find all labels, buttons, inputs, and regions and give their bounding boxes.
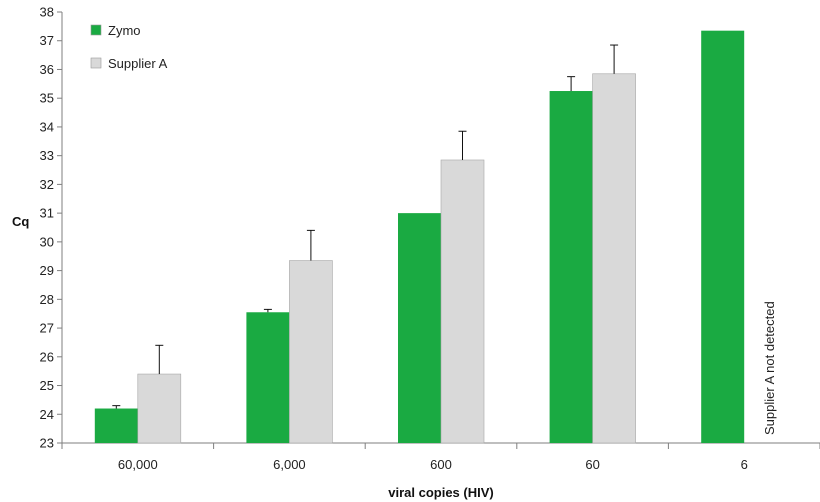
bar-supplier-a [289,260,333,444]
bar-zymo [549,91,593,444]
not-detected-annotation: Supplier A not detected [762,301,777,435]
y-tick-label: 38 [40,5,54,20]
x-tick-label: 60 [585,457,599,472]
y-tick-label: 26 [40,349,54,364]
bar-supplier-a [440,159,485,444]
y-tick-label: 33 [40,148,54,163]
y-tick-label: 29 [40,263,54,278]
legend-label-supplier-a: Supplier A [108,56,168,71]
error-bars [112,44,619,409]
y-axis: 23 24 25 26 27 28 29 30 31 32 33 34 35 36 37 38 [40,5,63,451]
x-tick-label: 60,000 [118,457,158,472]
bar-supplier-a [592,73,636,444]
legend-swatch-zymo [90,24,102,36]
x-tick-label: 6 [741,457,748,472]
bar-zymo [94,408,138,443]
y-tick-label: 27 [40,321,54,336]
x-tick-label: 6,000 [273,457,306,472]
y-tick-label: 35 [40,91,54,106]
y-tick-label: 24 [40,407,54,422]
bar-supplier-a [137,373,182,444]
x-axis: 60,000 6,000 600 60 6 [61,442,820,472]
x-tick-label: 600 [430,457,452,472]
bars [94,30,745,444]
y-axis-title: Cq [12,214,29,229]
y-tick-label: 31 [40,206,54,221]
x-axis-title: viral copies (HIV) [388,485,493,500]
legend-label-zymo: Zymo [108,23,141,38]
y-tick-label: 34 [40,119,54,134]
bar-zymo [246,312,290,443]
y-tick-label: 30 [40,234,54,249]
y-tick-label: 32 [40,177,54,192]
y-tick-label: 36 [40,62,54,77]
y-tick-label: 23 [40,436,54,451]
y-tick-label: 25 [40,378,54,393]
legend-swatch-supplier-a [90,57,102,69]
bar-zymo [398,213,441,443]
y-tick-label: 37 [40,33,54,48]
y-tick-label: 28 [40,292,54,307]
legend: Zymo Supplier A [90,23,168,71]
bar-zymo [701,30,745,443]
